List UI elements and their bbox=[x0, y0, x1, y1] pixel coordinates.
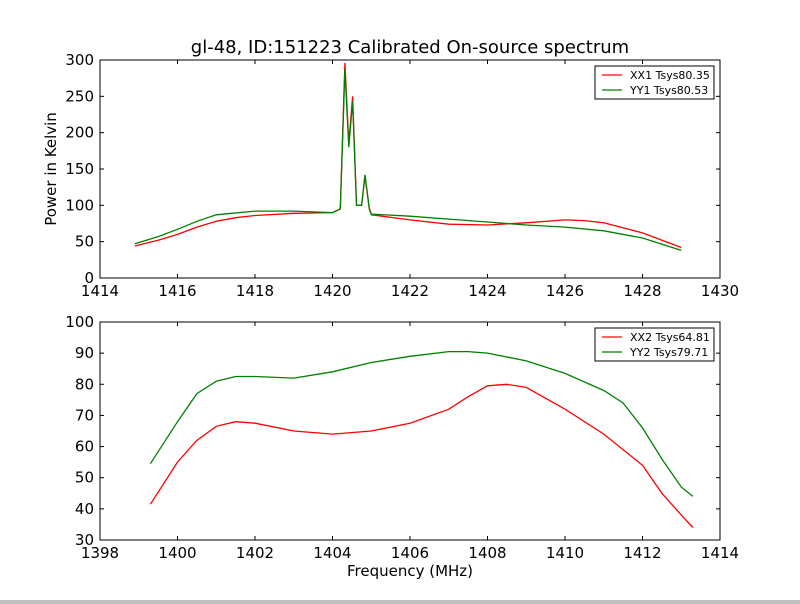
x-tick-label: 1414 bbox=[701, 544, 739, 562]
y-tick-label: 0 bbox=[84, 269, 94, 287]
y-tick-label: 250 bbox=[65, 87, 94, 105]
x-tick-label: 1408 bbox=[468, 544, 506, 562]
y-tick-label: 30 bbox=[75, 531, 94, 549]
legend-label: XX2 Tsys64.81 bbox=[630, 331, 710, 344]
x-tick-label: 1398 bbox=[81, 544, 119, 562]
y-tick-label: 90 bbox=[75, 344, 94, 362]
chart-title: gl-48, ID:151223 Calibrated On-source sp… bbox=[191, 37, 629, 58]
axes-1: 1414 1416 1418 1420 1422 1424 1426 1428 1430 0 50 1… bbox=[42, 51, 739, 300]
series-line-yy1 bbox=[134, 69, 682, 252]
x-tick-label: 1406 bbox=[391, 544, 429, 562]
legend-label: YY2 Tsys79.71 bbox=[629, 346, 708, 359]
y-tick-label: 200 bbox=[65, 124, 94, 142]
legend: XX1 Tsys80.35 YY1 Tsys80.53 bbox=[594, 65, 715, 100]
x-axis-label: Frequency (MHz) bbox=[347, 562, 473, 580]
x-tick-label: 1420 bbox=[313, 282, 351, 300]
y-tick-label: 100 bbox=[65, 313, 94, 331]
x-tick-label: 1404 bbox=[313, 544, 351, 562]
y-tick-label: 300 bbox=[65, 51, 94, 69]
y-tick-label: 40 bbox=[75, 500, 94, 518]
x-tick-label: 1414 bbox=[81, 282, 119, 300]
y-tick-label: 50 bbox=[75, 233, 94, 251]
legend: XX2 Tsys64.81 YY2 Tsys79.71 bbox=[594, 327, 715, 362]
series-line-xx2 bbox=[149, 383, 694, 528]
series-line-yy2 bbox=[149, 350, 694, 497]
legend-box bbox=[594, 327, 715, 362]
x-tick-label: 1416 bbox=[158, 282, 196, 300]
x-tick-label: 1410 bbox=[546, 544, 584, 562]
x-tick-label: 1418 bbox=[236, 282, 274, 300]
legend-box bbox=[594, 65, 715, 100]
y-tick-label: 70 bbox=[75, 406, 94, 424]
x-tick-label: 1402 bbox=[236, 544, 274, 562]
y-tick-label: 100 bbox=[65, 196, 94, 214]
y-tick-label: 50 bbox=[75, 469, 94, 487]
x-tick-label: 1430 bbox=[701, 282, 739, 300]
legend-label: YY1 Tsys80.53 bbox=[629, 84, 708, 97]
y-tick-label: 80 bbox=[75, 375, 94, 393]
x-tick-label: 1424 bbox=[468, 282, 506, 300]
y-axis-label: Power in Kelvin bbox=[42, 112, 60, 226]
y-tick-label: 150 bbox=[65, 160, 94, 178]
x-tick-label: 1428 bbox=[623, 282, 661, 300]
x-tick-label: 1412 bbox=[623, 544, 661, 562]
axes-2: 1398 1400 1402 1404 1406 1408 1410 1412 1414 30 40… bbox=[65, 313, 739, 580]
x-tick-label: 1426 bbox=[546, 282, 584, 300]
legend-label: XX1 Tsys80.35 bbox=[630, 69, 710, 82]
y-tick-label: 60 bbox=[75, 438, 94, 456]
x-tick-label: 1422 bbox=[391, 282, 429, 300]
x-tick-label: 1400 bbox=[158, 544, 196, 562]
